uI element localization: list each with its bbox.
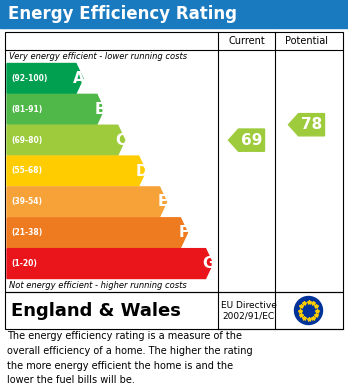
- Text: D: D: [135, 163, 148, 179]
- Text: Current: Current: [228, 36, 265, 46]
- Polygon shape: [229, 129, 264, 151]
- Text: (1-20): (1-20): [11, 259, 37, 268]
- Text: F: F: [179, 225, 189, 240]
- Text: B: B: [94, 102, 106, 117]
- Text: Not energy efficient - higher running costs: Not energy efficient - higher running co…: [9, 281, 187, 290]
- Polygon shape: [7, 187, 167, 217]
- Text: 78: 78: [301, 117, 322, 132]
- Bar: [0, 0, 348, 28]
- Polygon shape: [7, 125, 125, 155]
- Circle shape: [294, 296, 323, 325]
- Text: (55-68): (55-68): [11, 167, 42, 176]
- Text: Potential: Potential: [285, 36, 328, 46]
- Polygon shape: [7, 156, 146, 186]
- Text: (69-80): (69-80): [11, 136, 42, 145]
- Text: E: E: [158, 194, 168, 209]
- Text: (39-54): (39-54): [11, 197, 42, 206]
- Polygon shape: [7, 218, 188, 248]
- Text: 69: 69: [241, 133, 262, 148]
- Text: Energy Efficiency Rating: Energy Efficiency Rating: [8, 5, 237, 23]
- Polygon shape: [7, 249, 213, 278]
- Text: Very energy efficient - lower running costs: Very energy efficient - lower running co…: [9, 52, 187, 61]
- Text: (92-100): (92-100): [11, 74, 47, 83]
- Text: G: G: [203, 256, 215, 271]
- Text: C: C: [115, 133, 126, 148]
- Text: (81-91): (81-91): [11, 105, 42, 114]
- Bar: [5, 292, 343, 329]
- Bar: [5, 32, 343, 292]
- Polygon shape: [288, 114, 324, 136]
- Text: (21-38): (21-38): [11, 228, 42, 237]
- Text: EU Directive
2002/91/EC: EU Directive 2002/91/EC: [221, 301, 276, 320]
- Text: England & Wales: England & Wales: [11, 301, 181, 319]
- Text: A: A: [73, 71, 85, 86]
- Text: The energy efficiency rating is a measure of the
overall efficiency of a home. T: The energy efficiency rating is a measur…: [7, 331, 253, 386]
- Polygon shape: [7, 94, 104, 124]
- Polygon shape: [7, 63, 83, 93]
